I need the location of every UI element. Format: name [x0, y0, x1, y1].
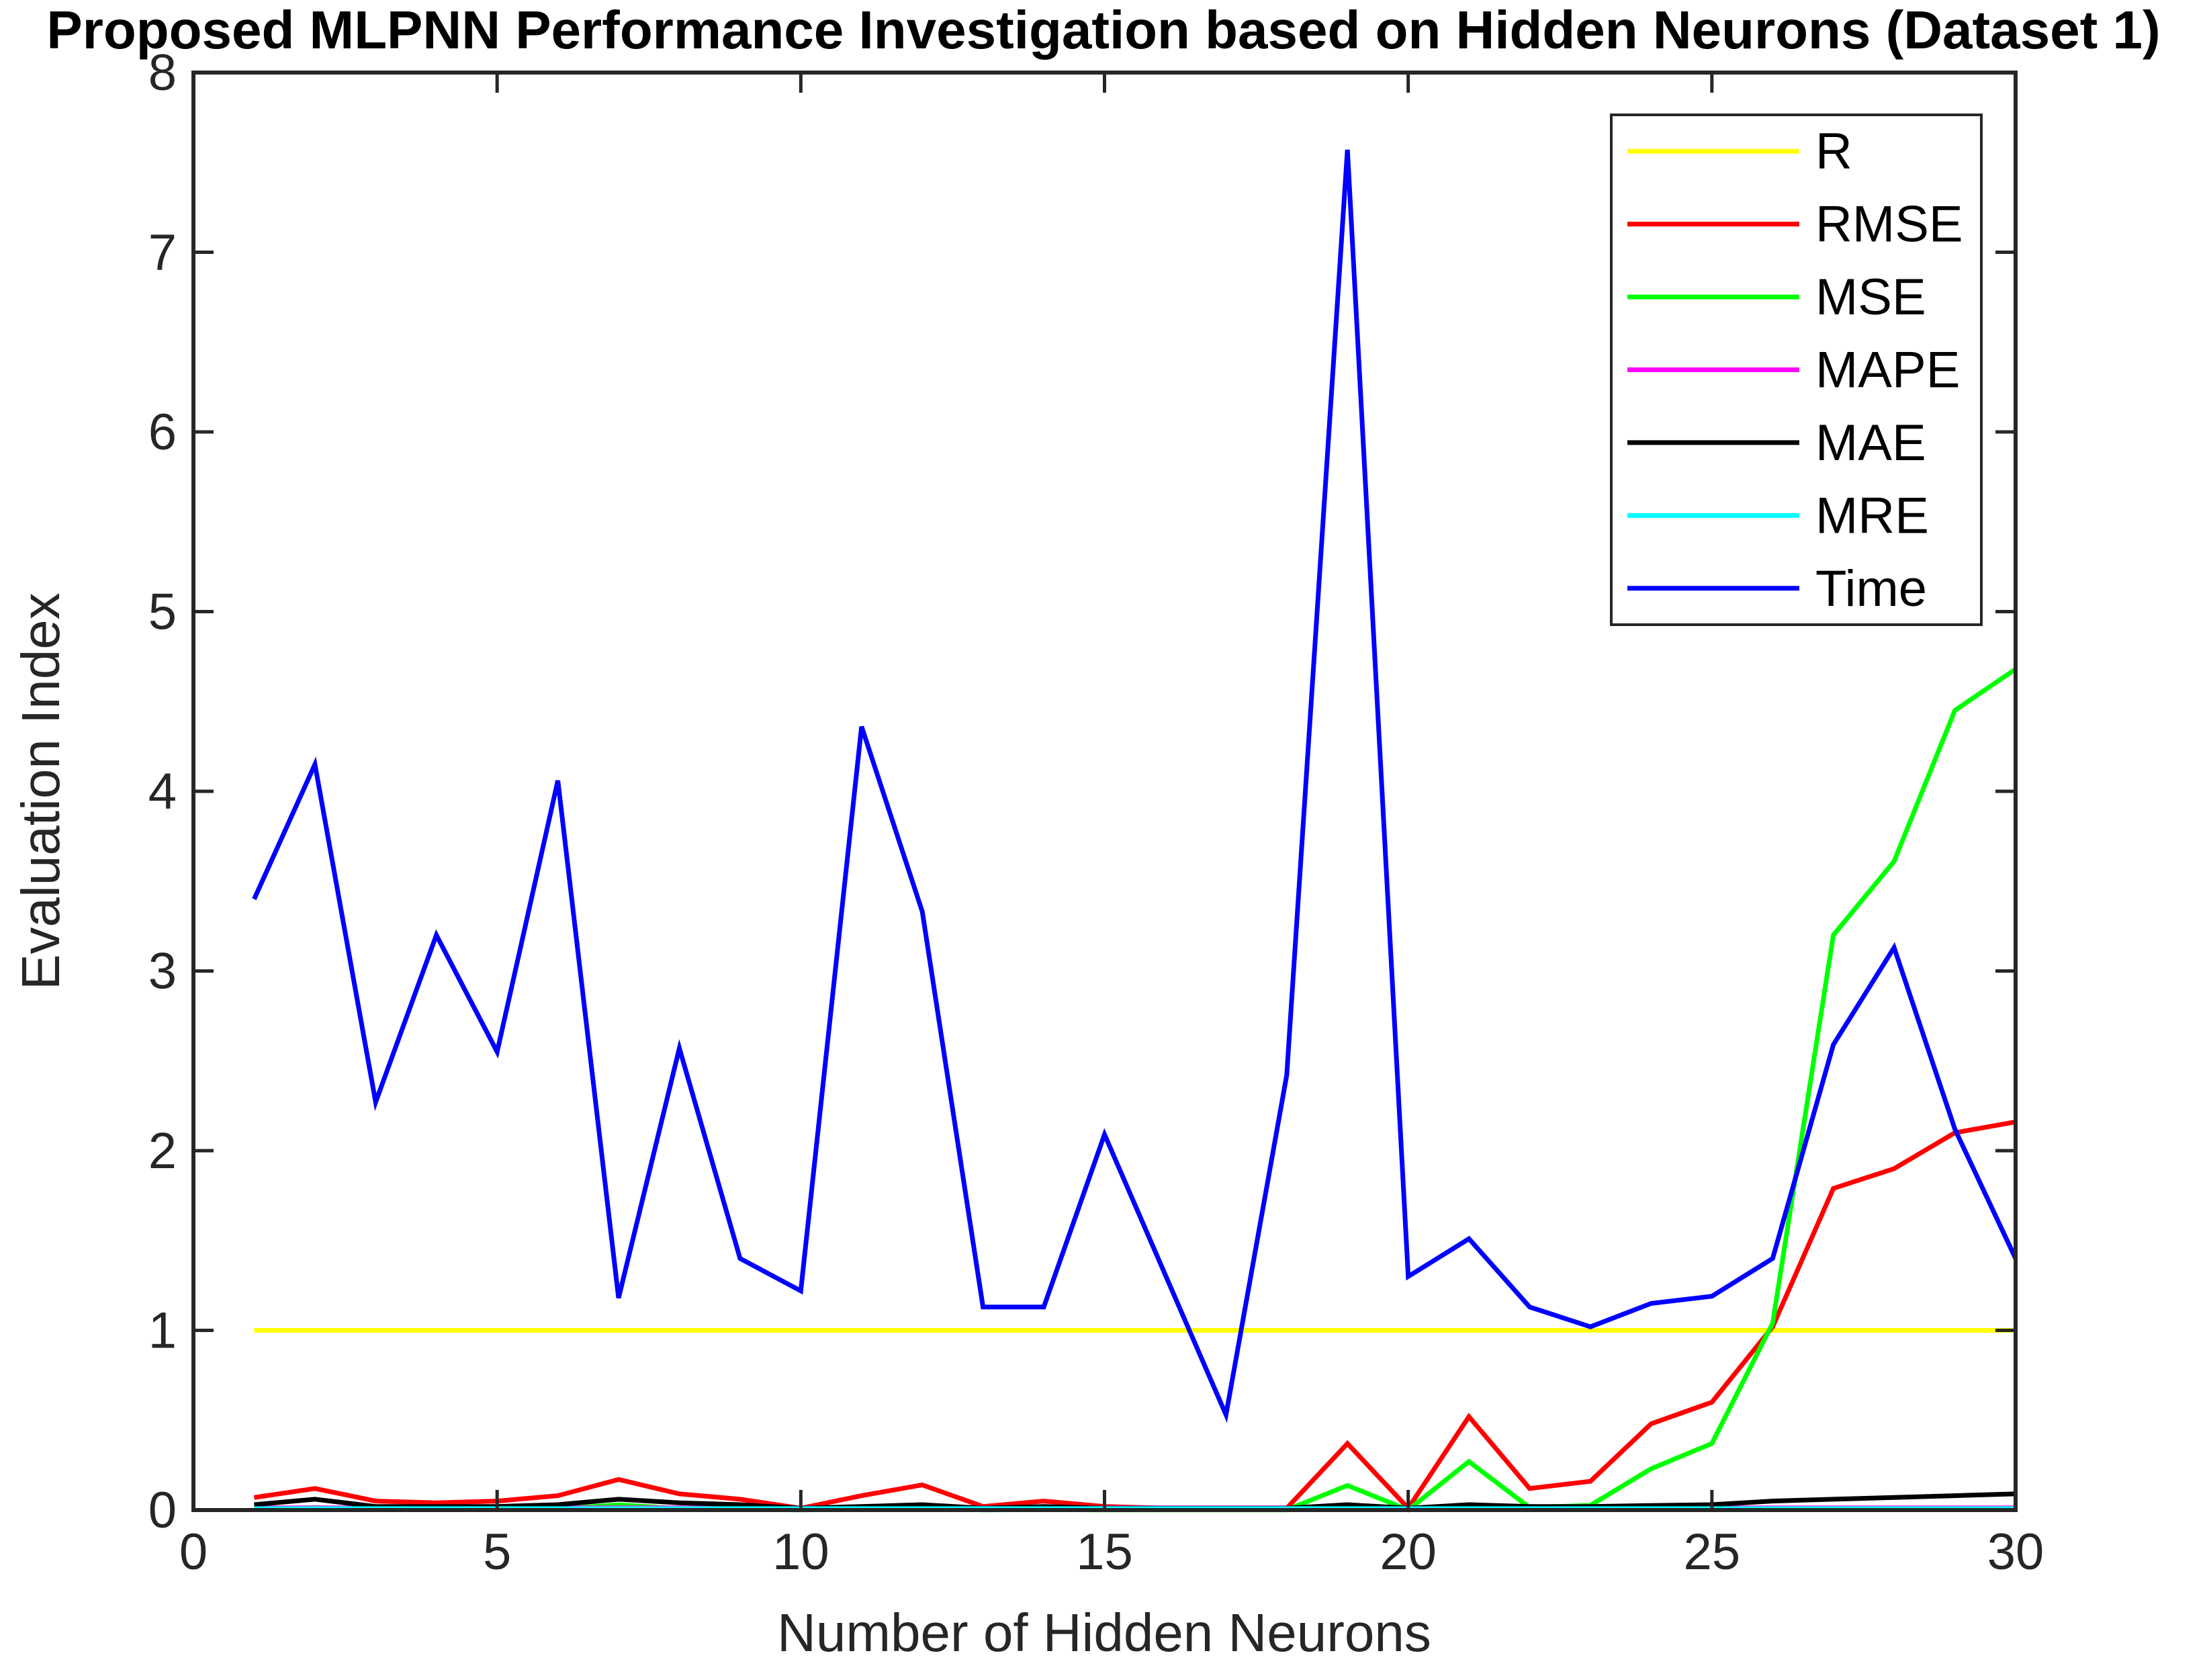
series-line-rmse [253, 1119, 2016, 1512]
x-tick-label: 15 [1076, 1523, 1133, 1581]
y-tick-label: 5 [148, 584, 177, 641]
legend-label-mape: MAPE [1815, 342, 1960, 399]
series-line-time [252, 149, 2018, 1423]
y-tick-label: 4 [148, 763, 177, 820]
legend: R RMSE MSE MAPE MAE MRE Time [1610, 114, 1983, 626]
x-tick-label: 5 [483, 1523, 511, 1581]
plot-box [191, 71, 2018, 1512]
legend-label-time: Time [1815, 560, 1927, 617]
legend-label-mre: MRE [1815, 487, 1929, 544]
y-tick-label: 3 [148, 943, 177, 1000]
y-tick-label: 6 [148, 404, 177, 461]
series-line-mse [254, 667, 2017, 1513]
y-axis-label: Evaluation Index [11, 592, 71, 990]
y-tick-label: 8 [148, 44, 177, 101]
legend-label-rmse: RMSE [1815, 196, 1963, 253]
axis-tick-labels: 0 5 10 15 20 25 30 0 1 2 3 4 5 6 7 8 [148, 44, 2044, 1581]
x-tick-label: 20 [1380, 1523, 1437, 1581]
x-tick-label: 10 [772, 1523, 829, 1581]
x-axis-label: Number of Hidden Neurons [777, 1603, 1431, 1663]
legend-label-mae: MAE [1815, 414, 1926, 472]
legend-label-mse: MSE [1815, 269, 1926, 326]
y-tick-label: 7 [148, 224, 177, 281]
chart-title: Proposed MLPNN Performance Investigation… [46, 0, 2160, 60]
x-tick-label: 25 [1684, 1523, 1741, 1581]
y-tick-label: 2 [148, 1122, 177, 1180]
y-tick-label: 1 [148, 1302, 177, 1360]
x-tick-label: 30 [1987, 1523, 2044, 1581]
legend-label-r: R [1815, 123, 1852, 180]
x-tick-label: 0 [179, 1523, 208, 1581]
y-tick-label: 0 [148, 1482, 177, 1539]
